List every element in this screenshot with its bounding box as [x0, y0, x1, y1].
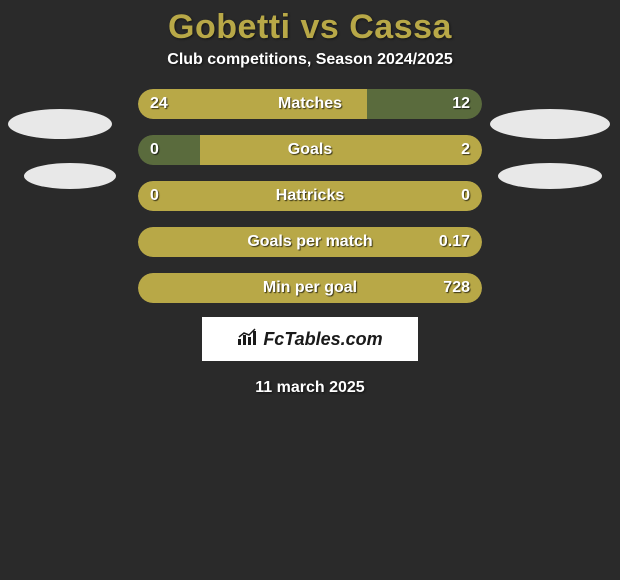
stat-bar-left: [138, 135, 200, 165]
chart-icon: [237, 328, 257, 351]
stat-value-right: 728: [443, 279, 470, 297]
stat-value-right: 2: [461, 141, 470, 159]
stat-row: Hattricks 0 0: [0, 179, 620, 213]
stat-label: Goals: [288, 141, 332, 159]
stat-label: Goals per match: [247, 233, 372, 251]
stat-value-left: 24: [150, 95, 168, 113]
stat-label: Matches: [278, 95, 342, 113]
date-text: 11 march 2025: [0, 379, 620, 397]
stat-bar-track: Min per goal 728: [138, 273, 482, 303]
stat-bar-track: Goals 0 2: [138, 135, 482, 165]
stat-value-right: 12: [452, 95, 470, 113]
stat-bar-track: Goals per match 0.17: [138, 227, 482, 257]
chart-area: Matches 24 12 Goals 0 2 Hattricks 0 0 Goals per m…: [0, 87, 620, 305]
page-title: Gobetti vs Cassa: [0, 0, 620, 51]
infographic-container: Gobetti vs Cassa Club competitions, Seas…: [0, 0, 620, 397]
stat-value-left: 0: [150, 187, 159, 205]
stat-bar-right: [200, 135, 482, 165]
stat-value-right: 0.17: [439, 233, 470, 251]
logo-text: FcTables.com: [263, 329, 382, 350]
page-subtitle: Club competitions, Season 2024/2025: [0, 51, 620, 87]
stat-bar-track: Hattricks 0 0: [138, 181, 482, 211]
stat-row: Matches 24 12: [0, 87, 620, 121]
stat-label: Min per goal: [263, 279, 357, 297]
stat-row: Goals 0 2: [0, 133, 620, 167]
fctables-logo: FcTables.com: [202, 317, 418, 361]
stat-row: Min per goal 728: [0, 271, 620, 305]
stat-value-right: 0: [461, 187, 470, 205]
stat-row: Goals per match 0.17: [0, 225, 620, 259]
stat-label: Hattricks: [276, 187, 344, 205]
stat-bar-track: Matches 24 12: [138, 89, 482, 119]
stat-value-left: 0: [150, 141, 159, 159]
